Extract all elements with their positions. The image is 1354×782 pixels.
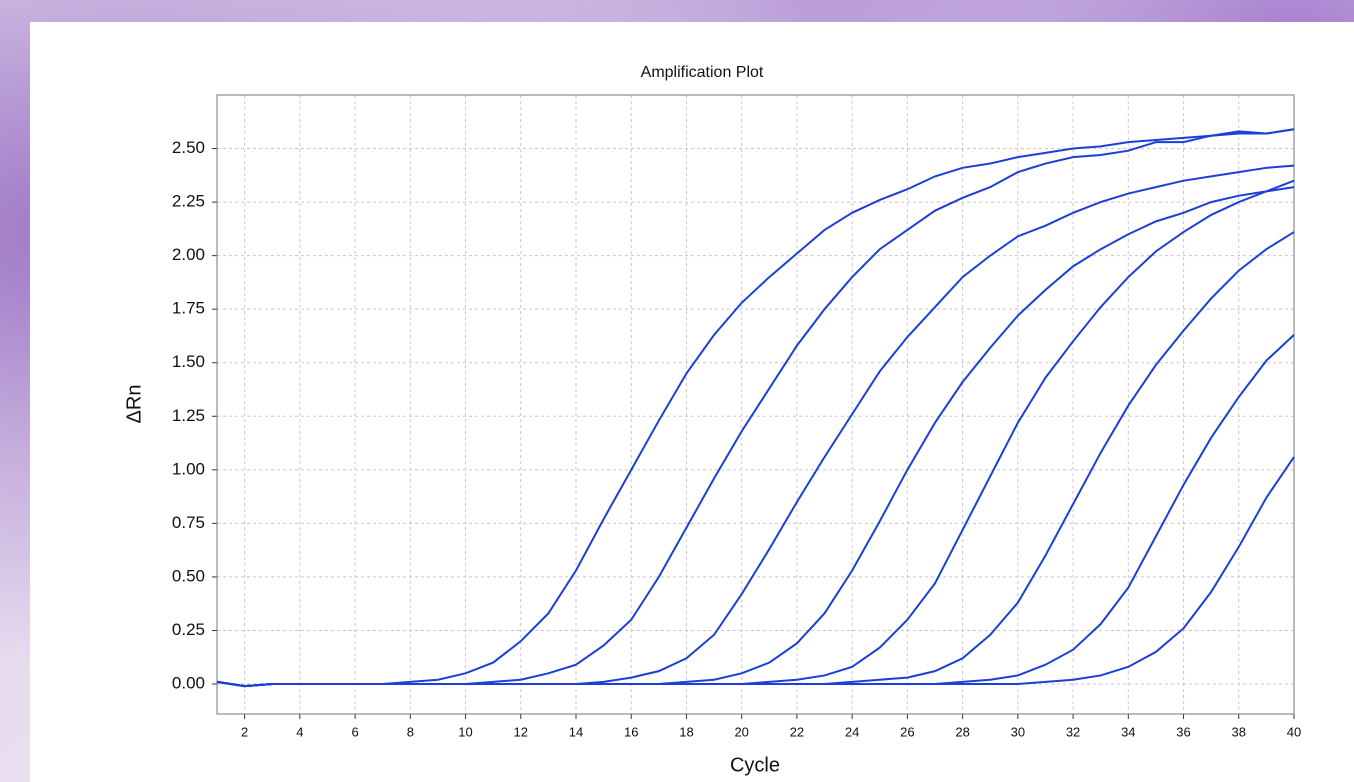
x-tick-label: 36 bbox=[1176, 724, 1190, 739]
y-tick-label: 0.00 bbox=[172, 673, 205, 692]
x-tick-label: 26 bbox=[900, 724, 914, 739]
y-tick-label: 1.75 bbox=[172, 299, 205, 318]
x-tick-label: 6 bbox=[351, 724, 358, 739]
y-tick-label: 1.00 bbox=[172, 459, 205, 478]
y-tick-label: 2.25 bbox=[172, 192, 205, 211]
amplification-curve bbox=[216, 456, 1295, 688]
x-tick-label: 34 bbox=[1121, 724, 1135, 739]
y-tick-label: 1.25 bbox=[172, 406, 205, 425]
y-tick-label: 2.00 bbox=[172, 245, 205, 264]
x-tick-label: 24 bbox=[845, 724, 859, 739]
y-tick-label: 0.50 bbox=[172, 566, 205, 585]
x-tick-label: 28 bbox=[955, 724, 969, 739]
x-tick-label: 32 bbox=[1066, 724, 1080, 739]
plot-area bbox=[217, 95, 1294, 714]
x-tick-label: 4 bbox=[296, 724, 303, 739]
y-axis-label: ΔRn bbox=[123, 385, 145, 424]
amplification-curve bbox=[216, 128, 1295, 688]
y-tick-label: 2.50 bbox=[172, 138, 205, 157]
x-tick-label: 18 bbox=[679, 724, 693, 739]
x-tick-label: 30 bbox=[1011, 724, 1025, 739]
plot-frame bbox=[216, 94, 1295, 715]
x-tick-label: 40 bbox=[1287, 724, 1301, 739]
x-axis-label: Cycle bbox=[730, 754, 780, 776]
x-tick-label: 38 bbox=[1232, 724, 1246, 739]
x-tick-label: 22 bbox=[790, 724, 804, 739]
y-tick-label: 0.75 bbox=[172, 513, 205, 532]
x-tick-label: 12 bbox=[514, 724, 528, 739]
x-tick-label: 16 bbox=[624, 724, 638, 739]
x-tick-label: 14 bbox=[569, 724, 583, 739]
x-tick-label: 2 bbox=[241, 724, 248, 739]
x-tick-label: 8 bbox=[407, 724, 414, 739]
x-tick-label: 20 bbox=[734, 724, 748, 739]
chart-title: Amplification Plot bbox=[641, 64, 764, 81]
y-tick-label: 1.50 bbox=[172, 352, 205, 371]
x-tick-label: 10 bbox=[458, 724, 472, 739]
y-tick-label: 0.25 bbox=[172, 620, 205, 639]
